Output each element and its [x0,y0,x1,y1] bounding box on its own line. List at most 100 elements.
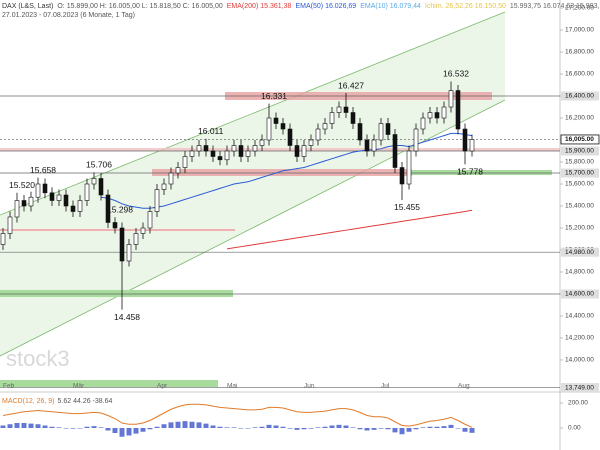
annotation: 15.706 [86,160,112,170]
annotation: 16.427 [338,80,364,90]
macd-histogram-bar [336,424,342,428]
ema-line [226,209,473,250]
candle-body [133,233,139,245]
macd-readout: 5.62 44.26 -38.64 [58,398,113,405]
macd-histogram-bar [168,422,174,428]
x-tick-label: Apr [157,383,168,390]
candle-body [56,194,62,201]
candle-body [413,128,419,152]
channel-upper [0,11,506,216]
level-label: 16,400.00 [565,93,594,100]
macd-histogram-bar [371,428,377,430]
candle-body [77,200,83,212]
macd-histogram-bar [28,423,34,428]
macd-histogram-bar [196,422,202,428]
macd-histogram-bar [399,428,405,435]
macd-tick-label: 200.00 [568,400,588,407]
level-label-box [561,289,599,299]
macd-histogram-bar [77,428,83,429]
legend-name: EMA(200) [227,3,259,10]
level-label-box [561,383,599,393]
y-tick-label: 16,600.00 [565,71,594,78]
candle-body [420,117,426,130]
candle-body [399,167,405,185]
candle-body [105,194,111,223]
macd-histogram-bar [329,425,335,428]
macd-histogram-bar [182,421,188,428]
watermark: stock3 [6,346,70,371]
candle-body [385,123,391,135]
candle-body [301,145,307,157]
macd-histogram-bar [392,428,398,433]
level-label: 14,600.00 [565,291,594,298]
annotation: 15.520 [9,180,35,190]
header-line: DAX (L&S, Last) O: 15.899,00 H: 16.005,00… [2,3,600,10]
macd-histogram-bar [259,426,265,428]
candle-body [238,145,244,157]
candle-body [189,150,195,157]
annotation: 15.455 [394,202,420,212]
resistance-zone [152,169,412,176]
candle-body [63,194,69,207]
candle-body [98,178,104,196]
candle-body [196,145,202,152]
annotation: 16.331 [261,91,287,101]
macd-histogram-bar [364,428,370,431]
legend-value: 16.026,69 [325,3,356,10]
candle-body [119,227,125,262]
macd-histogram-bar [287,428,293,429]
macd-histogram-bar [133,428,139,434]
candle-body [7,216,13,234]
macd-histogram-bar [161,424,167,428]
candle-body [84,183,90,201]
macd-histogram-bar [343,425,349,428]
candle-body [448,90,454,108]
candle-body [315,128,321,141]
annotation: 16.532 [443,69,469,79]
candle-body [259,139,265,146]
macd-histogram-bar [105,428,111,431]
candle-body [294,145,300,157]
macd-histogram-bar [350,427,356,428]
candle-body [21,200,27,207]
ema-line [100,132,473,209]
legend-value: 15.361,38 [260,3,291,10]
y-tick-label: 16,200.00 [565,115,594,122]
candle-body [35,183,41,198]
candle-body [378,123,384,141]
date-range: 27.01.2023 - 07.08.2023 (6 Monate, 1 Tag… [2,12,135,19]
legend-name: EMA(50) [295,3,323,10]
candle-body [91,178,97,185]
level-label-box [561,146,599,156]
y-tick-label: 17,000.00 [565,27,594,34]
macd-histogram-bar [245,428,251,429]
annotation: 16.011 [198,126,224,136]
annotation: 15.298 [107,204,133,214]
macd-histogram-bar [147,428,153,430]
candle-body [252,145,258,152]
macd-histogram-bar [14,423,20,428]
support-zone [0,290,233,297]
candle-body [336,106,342,113]
macd-histogram-bar [441,426,447,428]
macd-histogram-bar [231,427,237,428]
candle-body [441,106,447,119]
y-tick-label: 16,800.00 [565,49,594,56]
y-tick-label: 14,400.00 [565,313,594,320]
macd-histogram-bar [217,426,223,428]
candle-body [147,211,153,229]
y-tick-label: 14,200.00 [565,335,594,342]
macd-histogram-bar [224,427,230,428]
macd-title: MACD(12, 26, 9) [2,398,55,405]
macd-histogram-bar [91,426,97,428]
candle-body [308,139,314,146]
y-tick-label: 15,600.00 [565,181,594,188]
support-zone [0,380,218,387]
x-tick-label: Mär [73,383,85,390]
candle-body [14,200,20,218]
x-tick-label: Jun [304,383,315,390]
level-label-box [561,247,599,257]
candle-body [42,183,48,194]
x-tick-label: Mai [227,383,237,390]
